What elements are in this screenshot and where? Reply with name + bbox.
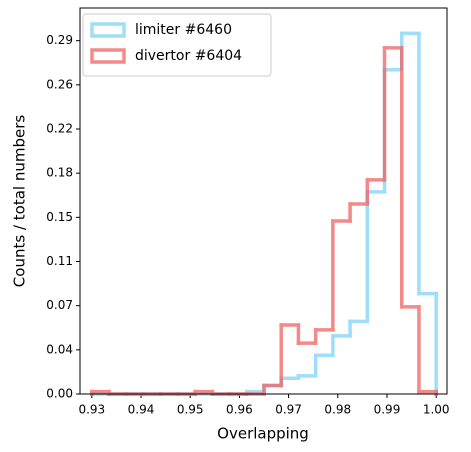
y-tick-label: 0.04 — [46, 342, 73, 356]
y-tick-label: 0.11 — [46, 254, 73, 268]
y-tick-label: 0.07 — [46, 298, 73, 312]
x-tick-label: 0.94 — [128, 403, 155, 417]
x-axis-label: Overlapping — [217, 425, 309, 443]
x-tick-label: 1.00 — [423, 403, 450, 417]
legend-label: limiter #6460 — [135, 22, 232, 38]
legend-box — [82, 13, 272, 77]
x-tick-label: 0.97 — [275, 403, 302, 417]
y-axis-label: Counts / total numbers — [11, 115, 29, 288]
y-tick-label: 0.18 — [46, 166, 73, 180]
y-tick-label: 0.00 — [46, 387, 73, 401]
legend-label: divertor #6404 — [135, 48, 242, 64]
y-tick-label: 0.15 — [46, 210, 73, 224]
x-tick-label: 0.93 — [78, 403, 105, 417]
x-tick-label: 0.96 — [226, 403, 253, 417]
x-tick-label: 0.99 — [374, 403, 401, 417]
x-tick-label: 0.98 — [324, 403, 351, 417]
x-tick-label: 0.95 — [177, 403, 204, 417]
y-tick-label: 0.22 — [46, 122, 73, 136]
legend-swatch — [90, 22, 126, 38]
legend-swatch — [90, 48, 126, 64]
plot-frame — [79, 7, 448, 395]
y-tick-label: 0.29 — [46, 33, 73, 47]
y-tick-label: 0.26 — [46, 77, 73, 91]
